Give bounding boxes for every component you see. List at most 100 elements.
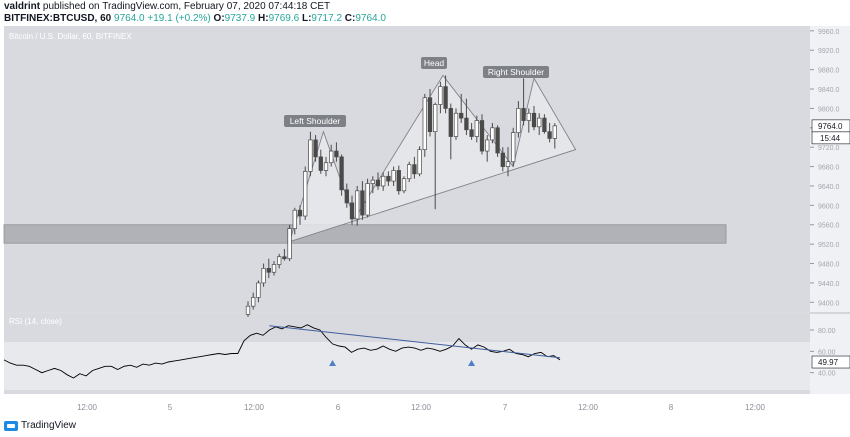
candle-body (459, 112, 464, 119)
pattern-labels: Left Shoulder Head Right Shoulder (284, 57, 549, 127)
candle (464, 98, 469, 136)
rsi-tick-label: 40.00 (818, 371, 836, 378)
price-chart[interactable]: Bitcoin / U.S. Dollar, 60, BITFINEX RSI … (0, 26, 850, 418)
left-shoulder-label: Left Shoulder (284, 115, 346, 127)
candle (261, 263, 266, 287)
low-label: L: (301, 13, 312, 24)
right-shoulder-label-text: Right Shoulder (488, 67, 544, 77)
symbol-name: BITFINEX:BTCUSD, 60 (4, 13, 112, 24)
candle-body (495, 127, 500, 154)
price-tick-label: 9960.0 (818, 29, 840, 36)
candle (355, 185, 360, 226)
candle (251, 292, 256, 310)
publish-text: published on TradingView.com, February 0… (42, 1, 331, 12)
head-label-background (421, 57, 447, 69)
candle (344, 183, 349, 208)
right-shoulder-label: Right Shoulder (483, 66, 549, 78)
support-zone-rect[interactable] (3, 224, 727, 244)
time-tick-label: 12:00 (411, 403, 432, 412)
candle (521, 78, 526, 126)
candle (469, 122, 474, 140)
tradingview-logo-icon (4, 420, 18, 431)
candle-body (427, 97, 433, 133)
price-tick-label: 9480.0 (818, 262, 840, 269)
candle (495, 125, 500, 157)
time-tick-label: 12:00 (745, 403, 766, 412)
divergence-marker-icon[interactable] (329, 360, 337, 366)
candle-body (531, 112, 537, 128)
candle (375, 172, 381, 190)
footer[interactable]: TradingView (4, 420, 76, 431)
candle-body (438, 86, 443, 105)
divergence-marker-icon[interactable] (468, 360, 476, 366)
candle-body (469, 129, 474, 137)
candle (433, 102, 438, 210)
candle-body (537, 117, 542, 128)
countdown-tag-text: 15:44 (820, 134, 841, 143)
candle-body (323, 162, 329, 171)
rsi-tick-label: 80.00 (818, 328, 836, 335)
time-tick-label: 8 (669, 403, 674, 412)
head-label-text: Head (424, 58, 445, 68)
price-tick-label: 9640.0 (818, 184, 840, 191)
candle (308, 131, 313, 177)
candle (412, 156, 417, 179)
candle-body (287, 228, 292, 260)
candle (438, 81, 443, 114)
candle (313, 135, 318, 162)
candle-body (292, 209, 297, 229)
candle (453, 108, 459, 140)
time-tick-label: 12:00 (578, 403, 599, 412)
price-tick-label: 9600.0 (818, 203, 840, 210)
candle-body (344, 189, 349, 204)
head-label: Head (421, 57, 447, 69)
candles (245, 75, 557, 317)
candle (245, 301, 251, 317)
price-tick-label: 9720.0 (818, 145, 840, 152)
candle-body (552, 125, 557, 139)
open-value: 9737.9 (224, 13, 256, 24)
price-tick-label: 9800.0 (818, 106, 840, 113)
time-tick-label: 7 (503, 403, 508, 412)
candle-body (474, 120, 479, 137)
candle (443, 75, 448, 114)
candle (547, 122, 552, 143)
price-tick-label: 9520.0 (818, 242, 840, 249)
candle-body (370, 179, 375, 184)
candle-body (360, 190, 365, 216)
right-shoulder-label-background (483, 66, 549, 78)
candle-body (271, 264, 277, 273)
candle-body (547, 131, 552, 139)
price-tick-label: 9840.0 (818, 87, 840, 94)
candle (386, 171, 391, 186)
candle-body (417, 149, 422, 175)
candle-body (261, 268, 266, 284)
candle-body (453, 112, 459, 137)
countdown-tag (811, 131, 850, 145)
candle-body (277, 256, 282, 265)
support-zone[interactable] (3, 224, 727, 244)
candle-body (516, 108, 521, 133)
price-change: +19.1 (+0.2%) (147, 13, 211, 24)
candle-body (500, 152, 505, 167)
candle (297, 205, 303, 225)
candle (401, 176, 407, 194)
candle (511, 127, 516, 167)
candle-body (412, 164, 417, 175)
rsi-trendline[interactable] (269, 325, 561, 359)
chart-title: Bitcoin / U.S. Dollar, 60, BITFINEX (9, 32, 132, 41)
footer-brand: TradingView (21, 420, 77, 431)
candle-body (511, 132, 516, 163)
candle-body (355, 190, 360, 220)
rsi-label: RSI (14, close) (9, 317, 62, 326)
candle (334, 142, 339, 162)
candle-body (318, 156, 323, 171)
candle-body (251, 297, 256, 307)
candle (531, 105, 537, 131)
candle (500, 147, 505, 172)
time-axis[interactable]: 12:00 5 12:00 6 12:00 7 12:00 8 12:00 (77, 403, 766, 412)
price-tick-label: 9400.0 (818, 300, 840, 307)
candle (479, 114, 485, 155)
price-tick-label: 9560.0 (818, 223, 840, 230)
left-shoulder-label-text: Left Shoulder (290, 116, 341, 126)
